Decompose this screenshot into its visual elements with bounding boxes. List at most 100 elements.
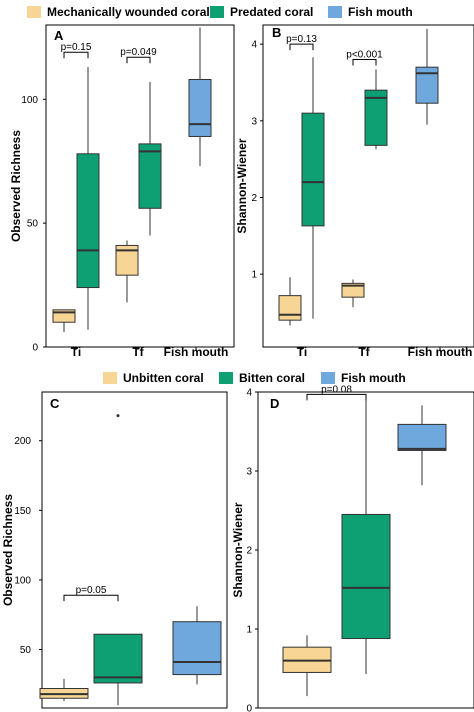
box-3 [341,279,365,308]
box-1 [282,635,332,697]
y-tick-label: 2 [246,546,252,557]
p-value-label: p=0.05 [76,585,107,596]
legend-label: Fish mouth [341,371,406,385]
panel-c: C Observed Richness 50 100 150 200 p=0.05 [1,391,228,709]
box-2 [341,399,391,675]
box-4 [138,81,162,236]
significance-bracket: p=0.049 [120,47,157,64]
y-tick-label: 200 [14,436,31,447]
panel-d: D Shannon-Wiener 0 1 2 3 4 p=0.08 [231,384,474,712]
box-iqr [341,282,365,298]
legend-swatch [103,372,117,384]
box-3 [172,606,222,685]
x-category-label: Fish mouth [164,345,229,359]
y-axis-label: Observed Richness [1,494,15,606]
bracket-line [352,59,377,66]
y-tick-label: 1 [246,625,252,636]
significance-bracket: p=0.05 [63,585,119,602]
panel-a: A Observed Richness 0 50 100 Ti Tf Fish mouth p=… [9,24,235,359]
box-5 [188,27,212,167]
box-5 [415,28,439,125]
p-value-label: p=0.13 [286,34,317,45]
box-iqr [138,143,162,209]
y-tick-label: 100 [14,575,31,586]
box-2 [76,67,100,330]
box-2 [301,57,325,319]
box-iqr [278,295,302,321]
legend-swatch [328,6,342,18]
bracket-line [306,393,367,401]
y-tick-label: 50 [27,219,39,230]
y-axis-label: Shannon-Wiener [231,502,245,598]
box-1 [278,277,302,326]
box-1 [52,309,76,333]
legend-label: Unbitten coral [123,371,204,385]
box-iqr [364,89,388,146]
y-tick-label: 3 [251,116,257,127]
panel-label: B [272,25,281,40]
p-value-label: p=0.15 [61,42,92,53]
box-iqr [115,244,139,276]
y-tick-label: 3 [246,467,252,478]
box-3 [397,405,447,486]
p-value-label: p<0.001 [346,50,383,61]
y-tick-label: 100 [21,95,38,106]
x-category-label: Ti [71,345,81,359]
legend-1: Mechanically wounded coral Predated coral… [27,5,413,19]
panel-label: D [270,396,279,411]
plot-frame [45,24,235,348]
box-iqr [188,78,212,137]
panel-b: B Shannon-Wiener 1 2 3 4 Ti Tf Fish mouth p=0.13 p… [235,24,474,359]
bracket-line [289,43,314,51]
y-tick-label: 0 [32,343,38,354]
box-iqr [415,66,439,104]
significance-bracket: p<0.001 [346,50,383,66]
box-iqr [341,513,391,639]
bracket-line [63,594,119,602]
legend-label: Predated coral [230,5,313,19]
y-tick-label: 2 [251,193,257,204]
significance-bracket: p=0.15 [61,42,92,59]
y-tick-label: 4 [251,40,257,51]
panel-label: C [50,396,60,411]
legend-label: Bitten coral [239,371,305,385]
p-value-label: p=0.049 [120,47,157,58]
y-tick-label: 0 [246,704,252,712]
y-tick-label: 150 [14,506,31,517]
box-iqr [93,633,143,684]
y-tick-label: 50 [20,645,32,656]
p-value-label: p=0.08 [321,384,352,395]
box-iqr [397,423,447,451]
y-tick-label: 1 [251,270,257,281]
legend-label: Mechanically wounded coral [47,5,210,19]
box-1 [39,678,89,702]
legend-swatch [210,6,224,18]
plot-frame [41,391,228,709]
legend-swatch [219,372,233,384]
legend-label: Fish mouth [348,5,413,19]
plot-frame [262,24,474,348]
box-4 [364,69,388,150]
legend-swatch [321,372,335,384]
bracket-line [63,51,89,59]
y-axis-label: Observed Richness [9,130,23,242]
y-tick-label: 4 [246,388,252,399]
box-iqr [172,621,222,676]
panel-label: A [54,28,64,43]
x-category-label: Fish mouth [408,345,473,359]
significance-bracket: p=0.08 [306,384,367,401]
significance-bracket: p=0.13 [286,34,317,51]
y-axis-label: Shannon-Wiener [235,138,249,234]
box-iqr [76,153,100,289]
legend-2: Unbitten coral Bitten coral Fish mouth [103,371,406,385]
box-iqr [301,112,325,227]
x-category-label: Tf [132,345,144,359]
bracket-line [126,56,151,64]
x-category-label: Ti [297,345,307,359]
x-category-label: Tf [358,345,370,359]
box-outlier [116,414,120,418]
box-3 [115,240,139,303]
legend-swatch [27,6,41,18]
box-2 [93,414,143,706]
